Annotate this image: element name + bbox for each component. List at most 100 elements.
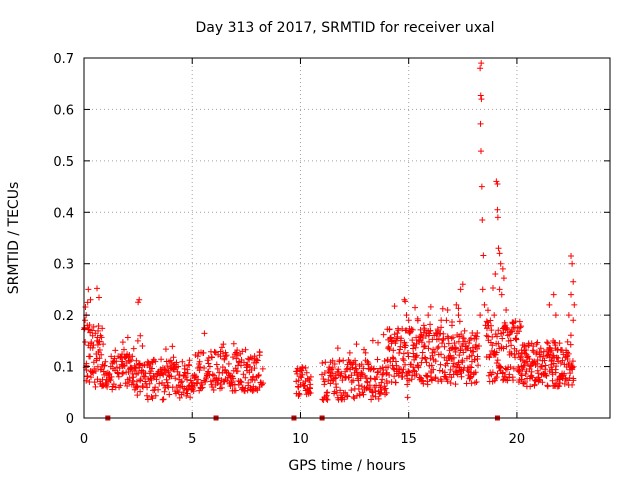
data-point	[222, 353, 229, 360]
data-point	[137, 332, 144, 339]
data-point	[148, 377, 155, 384]
data-point	[321, 369, 328, 376]
x-tick-label: 5	[188, 432, 196, 447]
data-point	[477, 92, 484, 99]
data-point	[460, 335, 467, 342]
data-point	[373, 373, 380, 380]
data-point	[386, 326, 393, 333]
data-point	[466, 353, 473, 360]
data-point	[379, 376, 386, 383]
data-point	[420, 380, 427, 387]
data-point	[168, 373, 175, 380]
data-point	[205, 368, 212, 375]
data-point	[370, 366, 377, 373]
data-point	[240, 371, 247, 378]
data-point	[408, 361, 415, 368]
data-point	[510, 324, 517, 331]
data-point	[249, 387, 256, 394]
data-point	[417, 374, 424, 381]
data-point	[568, 291, 575, 298]
data-point	[124, 382, 131, 389]
data-point	[531, 381, 538, 388]
data-point	[463, 380, 470, 387]
data-point	[504, 332, 511, 339]
data-point	[452, 381, 459, 388]
data-point	[419, 349, 426, 356]
data-point	[81, 325, 88, 332]
data-point	[395, 327, 402, 334]
data-point	[455, 312, 462, 319]
data-point	[353, 341, 360, 348]
data-point	[515, 350, 522, 357]
data-point	[84, 322, 91, 329]
data-point	[306, 377, 313, 384]
data-point	[564, 338, 571, 345]
data-point	[477, 65, 484, 72]
data-point	[95, 327, 102, 334]
data-point	[493, 178, 500, 185]
data-point	[427, 327, 434, 334]
data-point	[438, 317, 445, 324]
data-point	[134, 392, 141, 399]
data-point	[427, 321, 434, 328]
data-point	[337, 387, 344, 394]
y-tick-label: 0.2	[53, 309, 74, 324]
data-point	[307, 389, 314, 396]
data-point	[139, 343, 146, 349]
data-point	[516, 367, 523, 374]
data-point	[508, 350, 515, 357]
data-point	[235, 381, 242, 388]
data-point	[466, 364, 473, 371]
data-point	[126, 358, 133, 365]
data-point	[468, 352, 475, 359]
data-point	[479, 217, 486, 223]
data-point	[350, 377, 357, 384]
data-point	[515, 363, 522, 370]
data-point	[450, 363, 457, 370]
data-point	[552, 312, 559, 319]
data-point	[444, 307, 451, 313]
data-point	[394, 330, 401, 337]
data-point	[174, 368, 181, 375]
data-point	[542, 362, 549, 369]
data-point	[499, 265, 506, 272]
data-point	[448, 335, 455, 342]
data-point	[333, 384, 340, 391]
data-point	[542, 372, 549, 379]
data-point	[133, 378, 140, 385]
data-point	[192, 373, 199, 380]
data-point	[259, 365, 266, 372]
data-point	[422, 343, 429, 350]
data-point	[568, 253, 575, 259]
data-point	[161, 366, 168, 373]
data-point	[98, 351, 105, 358]
data-point	[494, 214, 501, 221]
data-point	[424, 381, 431, 388]
data-point	[230, 340, 237, 347]
y-tick-label: 0.4	[53, 206, 74, 221]
data-point	[411, 367, 418, 374]
data-point	[448, 322, 455, 329]
data-point	[377, 365, 384, 372]
data-point	[541, 357, 548, 364]
data-point	[426, 330, 433, 337]
data-point	[392, 379, 399, 386]
data-point	[217, 381, 224, 388]
data-point	[517, 324, 524, 331]
data-point	[421, 354, 428, 361]
data-point	[569, 260, 576, 267]
data-point	[498, 291, 505, 298]
data-point	[447, 380, 454, 387]
data-point	[375, 369, 382, 376]
data-point	[534, 339, 541, 346]
data-point	[324, 396, 331, 403]
data-point	[430, 366, 437, 373]
data-point	[198, 385, 205, 392]
data-point	[391, 331, 398, 338]
data-point	[486, 354, 493, 361]
data-point	[570, 317, 577, 324]
data-point	[514, 324, 521, 331]
x-tick-label: 15	[400, 432, 417, 447]
data-point	[331, 375, 338, 382]
